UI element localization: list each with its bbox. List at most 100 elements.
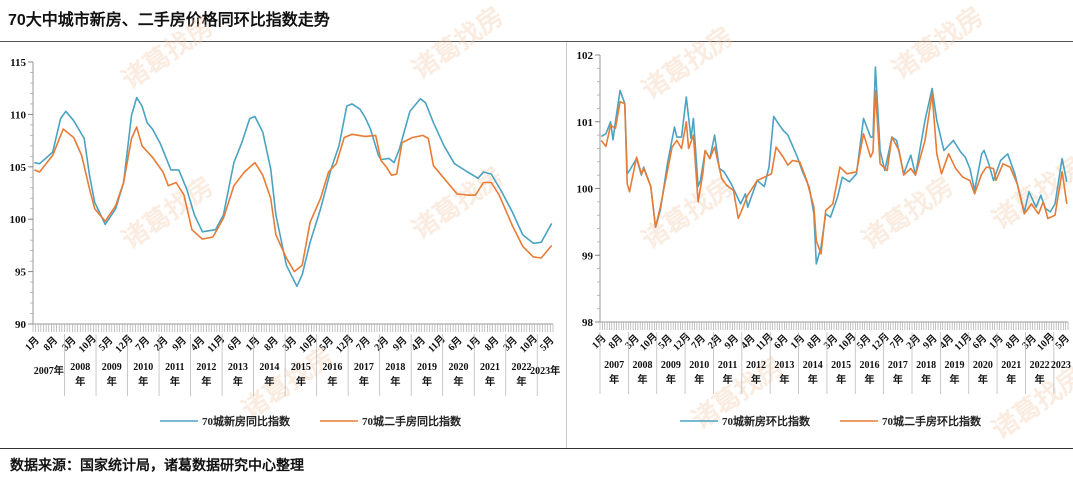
- year-label: 2008年: [632, 360, 653, 386]
- watermark: 诸葛找房: [406, 161, 508, 245]
- x-tick-label: 2月: [904, 332, 923, 351]
- x-tick-label: 8月: [606, 332, 625, 351]
- y-tick-label: 90: [15, 319, 27, 331]
- x-tick-label: 9月: [920, 332, 939, 351]
- y-tick-label: 105: [10, 162, 27, 174]
- year-label: 2007年: [33, 366, 64, 377]
- year-label: 2013年: [774, 360, 795, 386]
- year-label: 2012年: [196, 362, 217, 388]
- data-source: 数据来源：国家统计局，诸葛数据研究中心整理: [10, 457, 304, 473]
- year-label: 2014年: [259, 362, 280, 388]
- x-tick-label: 2月: [372, 334, 391, 353]
- year-label: 2019年: [416, 362, 437, 388]
- x-tick-label: 9月: [722, 332, 741, 351]
- y-tick-label: 100: [10, 214, 27, 226]
- x-tick-label: 6月: [970, 332, 989, 351]
- watermark: 诸葛找房: [856, 171, 958, 255]
- year-label: 2018年: [385, 362, 406, 388]
- year-label: 2011年: [717, 360, 738, 386]
- x-tick-label: 4月: [738, 332, 757, 351]
- legend-label: 70城新房同比指数: [202, 414, 291, 428]
- x-tick-label: 5月: [537, 334, 556, 353]
- y-tick-label: 102: [577, 50, 594, 62]
- x-tick-label: 10月: [76, 333, 99, 356]
- x-tick-label: 1月: [23, 334, 42, 353]
- year-label: 2010年: [133, 362, 154, 388]
- watermark: 诸葛找房: [886, 1, 988, 85]
- second-hand-series-line: [600, 89, 1068, 255]
- year-label: 2020年: [972, 360, 993, 386]
- x-tick-label: 3月: [1020, 332, 1039, 351]
- y-tick-label: 98: [582, 317, 594, 329]
- year-label: 2014年: [802, 360, 823, 386]
- x-tick-label: 6月: [445, 334, 464, 353]
- x-tick-label: 8月: [805, 332, 824, 351]
- year-label: 2017年: [887, 360, 908, 386]
- x-tick-label: 4月: [937, 332, 956, 351]
- x-tick-label: 6月: [225, 334, 244, 353]
- x-tick-label: 6月: [772, 332, 791, 351]
- x-tick-label: 8月: [262, 334, 281, 353]
- year-label: 2022年: [1029, 360, 1050, 386]
- x-tick-label: 7月: [354, 334, 373, 353]
- footer-divider: [0, 448, 1073, 449]
- y-tick-label: 100: [577, 184, 594, 196]
- x-tick-label: 2月: [705, 332, 724, 351]
- x-tick-label: 3月: [821, 332, 840, 351]
- x-tick-label: 12月: [670, 331, 693, 354]
- page-title: 70大中城市新房、二手房价格同环比指数走势: [8, 12, 330, 29]
- x-tick-label: 7月: [689, 332, 708, 351]
- x-tick-label: 9月: [170, 334, 189, 353]
- year-label: 2016年: [322, 362, 343, 388]
- x-tick-label: 5月: [656, 332, 675, 351]
- year-label: 2015年: [831, 360, 852, 386]
- x-tick-label: 12月: [869, 331, 892, 354]
- year-label: 2019年: [944, 360, 965, 386]
- x-tick-label: 9月: [390, 334, 409, 353]
- legend-label: 70城二手房环比指数: [882, 414, 982, 428]
- x-tick-label: 8月: [482, 334, 501, 353]
- year-label: 2018年: [916, 360, 937, 386]
- year-label: 2016年: [859, 360, 880, 386]
- x-tick-label: 7月: [133, 334, 152, 353]
- x-tick-label: 3月: [623, 332, 642, 351]
- x-tick-label: 7月: [887, 332, 906, 351]
- x-tick-label: 3月: [501, 334, 520, 353]
- y-tick-label: 115: [10, 57, 26, 69]
- x-tick-label: 1月: [243, 334, 262, 353]
- second-hand-series-line: [34, 126, 553, 273]
- watermark: 诸葛找房: [406, 1, 508, 85]
- year-label: 2008年: [70, 362, 91, 388]
- year-label: 2023年: [530, 366, 561, 377]
- y-tick-label: 95: [15, 267, 27, 279]
- x-tick-label: 1月: [788, 332, 807, 351]
- x-tick-label: 8月: [41, 334, 60, 353]
- chart-divider: [566, 42, 567, 448]
- year-label: 2021年: [1001, 360, 1022, 386]
- year-label: 2020年: [448, 362, 469, 388]
- x-tick-label: 12月: [113, 333, 136, 356]
- x-tick-label: 3月: [59, 334, 78, 353]
- y-tick-label: 101: [577, 117, 594, 129]
- x-tick-label: 11月: [205, 333, 227, 355]
- legend-label: 70城新房环比指数: [722, 414, 811, 428]
- year-label: 2010年: [689, 360, 710, 386]
- year-label: 2021年: [479, 362, 500, 388]
- x-tick-label: 10月: [517, 333, 540, 356]
- year-label: 2015年: [290, 362, 311, 388]
- x-tick-label: 8月: [1003, 332, 1022, 351]
- x-tick-label: 5月: [854, 332, 873, 351]
- title-divider: [0, 41, 1073, 42]
- year-label: 2009年: [660, 360, 681, 386]
- year-label: 2013年: [227, 362, 248, 388]
- watermark: 诸葛找房: [636, 171, 738, 255]
- year-label: 2012年: [746, 360, 766, 386]
- y-tick-label: 99: [582, 250, 594, 262]
- year-label: 2022年: [511, 362, 532, 388]
- year-label: 2007年: [604, 360, 625, 386]
- watermark: 诸葛找房: [636, 21, 738, 105]
- legend-label: 70城二手房同比指数: [362, 414, 462, 428]
- x-tick-label: 11月: [952, 331, 974, 353]
- watermark: 诸葛找房: [116, 11, 218, 95]
